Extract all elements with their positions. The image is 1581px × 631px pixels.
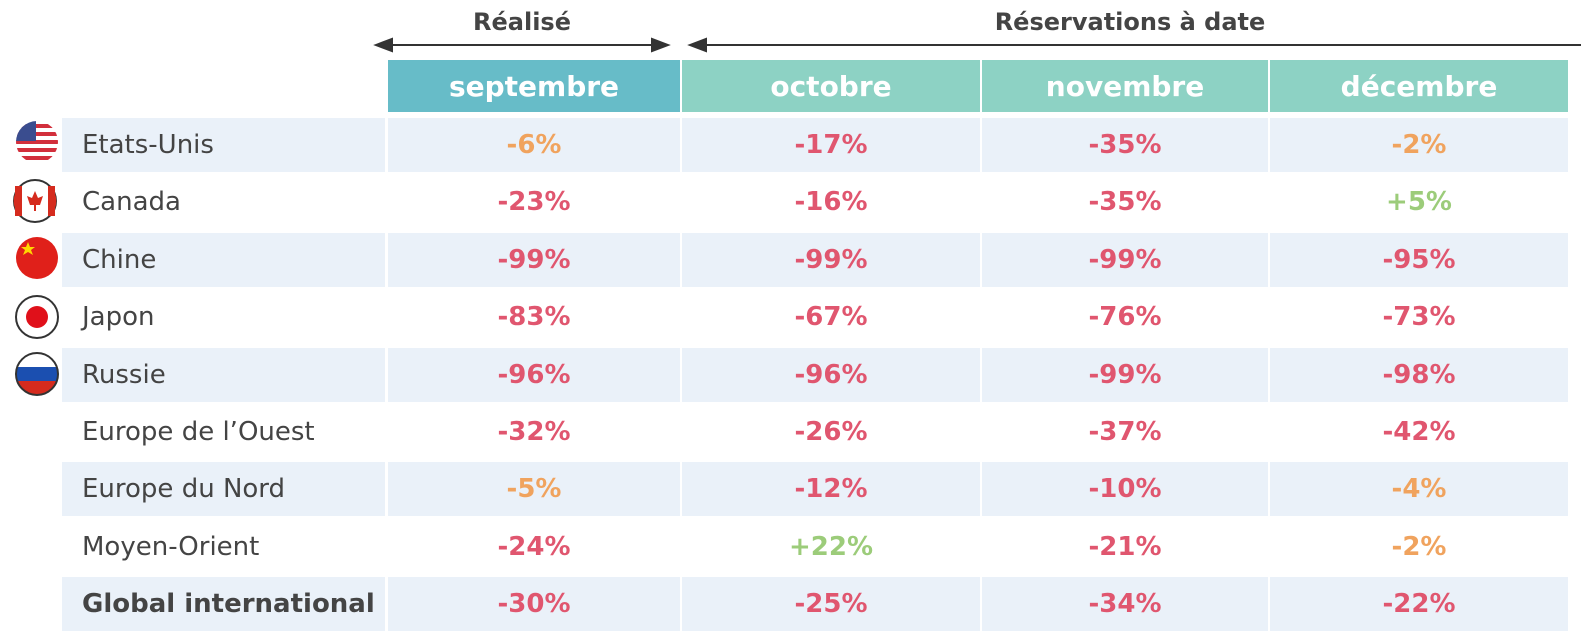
group-title: Réservations à date <box>994 8 1266 36</box>
row-label: Europe du Nord <box>62 462 385 517</box>
value-cell: -99% <box>682 232 980 287</box>
value-cell: -6% <box>388 118 680 172</box>
value-cell: -96% <box>682 347 980 402</box>
row-label: Japon <box>62 290 385 345</box>
row-label: Moyen-Orient <box>62 519 385 574</box>
value-cell: +5% <box>1270 175 1568 230</box>
row-label: Canada <box>62 175 385 230</box>
flags <box>13 121 59 396</box>
value-cell: -22% <box>1270 577 1568 631</box>
month-header: septembre <box>388 60 680 112</box>
value-cell: -2% <box>1270 118 1568 172</box>
value-cell: -35% <box>982 175 1268 230</box>
row-label: Etats-Unis <box>62 118 385 172</box>
value-cell: -73% <box>1270 290 1568 345</box>
row-label: Europe de l’Ouest <box>62 405 385 459</box>
row-label: Russie <box>62 347 385 402</box>
arrows <box>373 37 1581 53</box>
value-cell: -25% <box>682 577 980 631</box>
value-cell: -2% <box>1270 519 1568 574</box>
value-cell: -21% <box>982 519 1268 574</box>
value-cell: -17% <box>682 118 980 172</box>
month-header: octobre <box>682 60 980 112</box>
value-cell: -35% <box>982 118 1268 172</box>
group-title: Réalisé <box>473 8 571 36</box>
value-cell: -42% <box>1270 405 1568 459</box>
value-cell: -98% <box>1270 347 1568 402</box>
row-label: Global international <box>62 577 385 631</box>
value-cell: -95% <box>1270 232 1568 287</box>
value-cell: -30% <box>388 577 680 631</box>
value-cell: -76% <box>982 290 1268 345</box>
value-cell: -96% <box>388 347 680 402</box>
value-cell: -34% <box>982 577 1268 631</box>
value-cell: -37% <box>982 405 1268 459</box>
value-cell: -67% <box>682 290 980 345</box>
value-cell: -5% <box>388 462 680 517</box>
row-label: Chine <box>62 232 385 287</box>
value-cell: -83% <box>388 290 680 345</box>
value-cell: -10% <box>982 462 1268 517</box>
value-cell: -99% <box>388 232 680 287</box>
value-cell: -23% <box>388 175 680 230</box>
value-cell: -4% <box>1270 462 1568 517</box>
value-cell: -24% <box>388 519 680 574</box>
value-cell: -26% <box>682 405 980 459</box>
value-cell: -99% <box>982 232 1268 287</box>
value-cell: +22% <box>682 519 980 574</box>
value-cell: -99% <box>982 347 1268 402</box>
value-cell: -16% <box>682 175 980 230</box>
month-header: novembre <box>982 60 1268 112</box>
month-header: décembre <box>1270 60 1568 112</box>
value-cell: -32% <box>388 405 680 459</box>
value-cell: -12% <box>682 462 980 517</box>
